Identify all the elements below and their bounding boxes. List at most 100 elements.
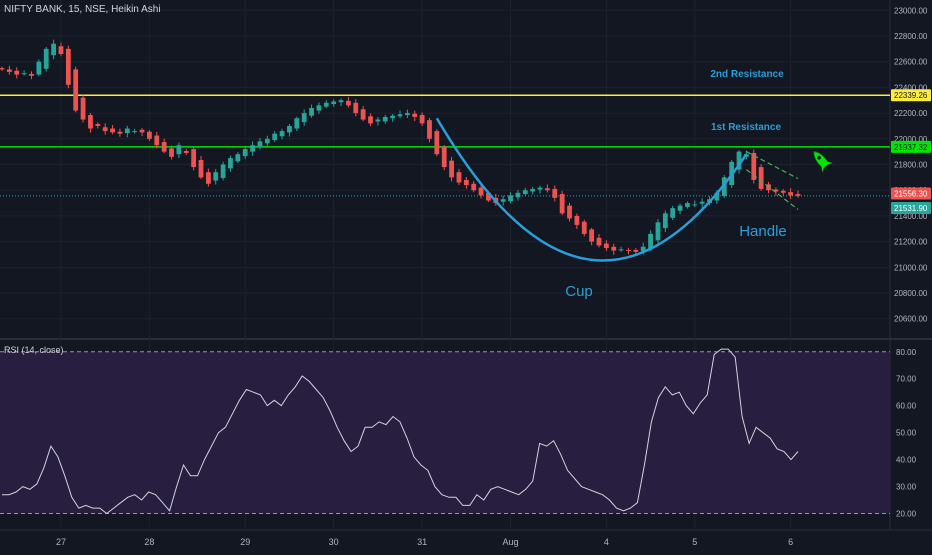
candle[interactable] <box>471 181 477 193</box>
candle[interactable] <box>51 39 56 60</box>
candle[interactable] <box>287 124 292 137</box>
candle[interactable] <box>662 210 668 232</box>
candle[interactable] <box>633 248 639 254</box>
candle[interactable] <box>65 45 71 89</box>
candle[interactable] <box>758 164 764 191</box>
candle[interactable] <box>228 155 233 172</box>
candle[interactable] <box>368 113 373 127</box>
candle[interactable] <box>441 144 447 171</box>
candle[interactable] <box>434 129 440 157</box>
resistance-1st-price-tag[interactable]: 21937.32 <box>891 140 931 153</box>
candle[interactable] <box>463 176 469 189</box>
candle[interactable] <box>699 198 705 208</box>
candle[interactable] <box>360 106 366 122</box>
candle[interactable] <box>139 127 145 137</box>
candle[interactable] <box>655 219 661 244</box>
candle[interactable] <box>147 130 152 141</box>
candle[interactable] <box>191 147 197 171</box>
candle[interactable] <box>169 145 174 160</box>
candle[interactable] <box>456 168 462 186</box>
candle[interactable] <box>29 71 34 80</box>
candle[interactable] <box>198 156 204 180</box>
candle[interactable] <box>58 42 64 57</box>
candle[interactable] <box>567 202 572 222</box>
candle[interactable] <box>205 168 211 187</box>
candle[interactable] <box>88 112 93 133</box>
candle[interactable] <box>685 201 690 209</box>
candle[interactable] <box>279 128 285 140</box>
candle[interactable] <box>242 147 248 160</box>
candle[interactable] <box>522 187 528 196</box>
candle[interactable] <box>427 117 432 143</box>
candle[interactable] <box>515 189 521 201</box>
candle[interactable] <box>309 104 314 118</box>
candle[interactable] <box>626 247 631 255</box>
candle[interactable] <box>257 137 263 150</box>
candle[interactable] <box>559 190 565 216</box>
handle-channel-upper[interactable] <box>746 151 799 180</box>
candle[interactable] <box>773 187 779 196</box>
candle[interactable] <box>235 152 241 164</box>
last-price-tag[interactable]: 21556.30 <box>891 187 931 200</box>
candle[interactable] <box>552 185 558 202</box>
candle[interactable] <box>589 227 595 246</box>
candle[interactable] <box>508 192 513 204</box>
candle[interactable] <box>780 189 786 196</box>
candle[interactable] <box>618 246 624 252</box>
candle[interactable] <box>183 148 189 156</box>
prev-close-price-tag[interactable]: 21531.90 <box>891 202 931 215</box>
candle[interactable] <box>353 99 359 117</box>
candle[interactable] <box>250 141 255 156</box>
candle[interactable] <box>692 200 698 208</box>
candle[interactable] <box>545 184 550 193</box>
candle[interactable] <box>338 98 344 107</box>
rsi-line[interactable] <box>2 348 799 515</box>
candle[interactable] <box>795 190 801 198</box>
candle[interactable] <box>419 112 425 126</box>
candle[interactable] <box>404 109 410 118</box>
candle[interactable] <box>124 125 130 138</box>
candle[interactable] <box>110 125 115 135</box>
candle[interactable] <box>397 110 403 119</box>
candle[interactable] <box>0 66 5 71</box>
candle[interactable] <box>611 243 617 255</box>
candle[interactable] <box>375 117 381 126</box>
candle[interactable] <box>574 213 580 230</box>
candle[interactable] <box>382 114 388 124</box>
candle[interactable] <box>213 169 219 185</box>
candle[interactable] <box>603 240 609 252</box>
candle[interactable] <box>537 185 543 194</box>
candle[interactable] <box>264 135 270 147</box>
candle[interactable] <box>500 195 506 206</box>
candle[interactable] <box>331 99 337 107</box>
candle[interactable] <box>43 47 49 72</box>
candle[interactable] <box>14 67 20 79</box>
candle[interactable] <box>478 185 484 199</box>
candle[interactable] <box>677 203 683 215</box>
candle[interactable] <box>670 205 676 221</box>
cup-curve[interactable] <box>435 117 748 262</box>
candle[interactable] <box>73 66 79 113</box>
candle[interactable] <box>449 156 454 182</box>
resistance-2nd-price-tag[interactable]: 22339.26 <box>891 89 931 102</box>
candle[interactable] <box>102 123 108 135</box>
candle[interactable] <box>117 128 123 137</box>
candle[interactable] <box>581 219 587 237</box>
candle[interactable] <box>412 110 418 122</box>
candle[interactable] <box>95 122 101 129</box>
candle[interactable] <box>220 161 226 181</box>
candle[interactable] <box>788 188 794 200</box>
handle-channel-lower[interactable] <box>746 169 799 210</box>
candle[interactable] <box>530 186 536 195</box>
candle[interactable] <box>6 65 12 75</box>
candle[interactable] <box>132 128 138 134</box>
candle[interactable] <box>176 142 182 159</box>
candle[interactable] <box>390 113 396 122</box>
candle[interactable] <box>346 96 351 108</box>
rsi-indicator-title[interactable]: RSI (14, close) <box>4 345 64 355</box>
candle[interactable] <box>161 138 167 154</box>
candle[interactable] <box>301 109 307 126</box>
candle[interactable] <box>596 234 602 248</box>
